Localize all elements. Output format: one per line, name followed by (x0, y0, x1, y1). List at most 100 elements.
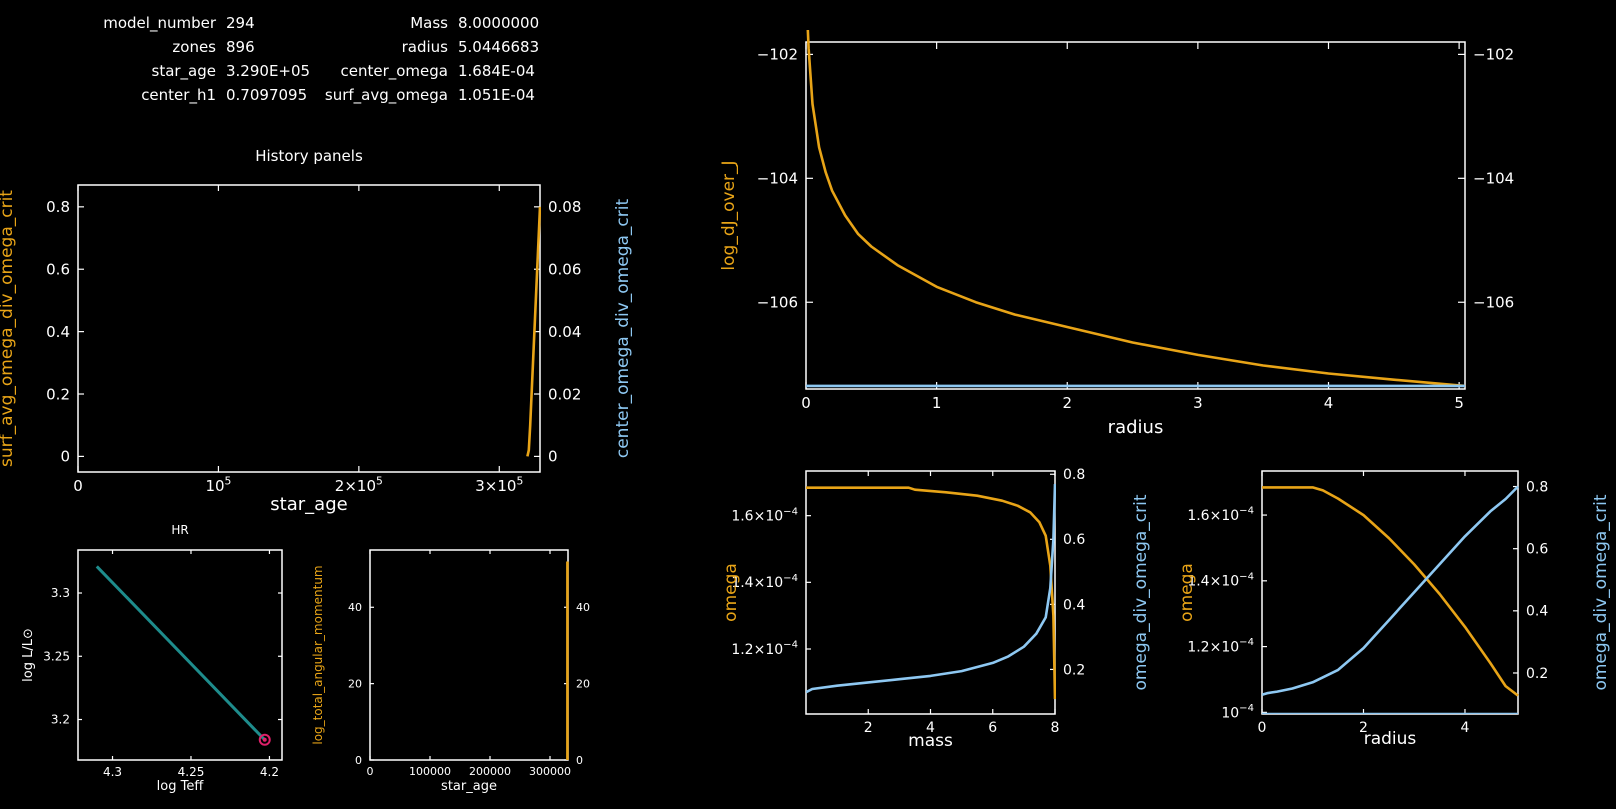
info-label-model-number: model_number (103, 14, 216, 32)
y-axis-label: log_dJ_over_J (719, 160, 739, 270)
y-axis-label: omega (721, 563, 741, 622)
info-label-star-age: star_age (151, 62, 217, 80)
x-tick-label: 3×105 (475, 474, 523, 495)
y-tick-label: 3.25 (43, 649, 70, 663)
plot-frame (369, 549, 569, 761)
x-tick-label: 8 (1051, 720, 1060, 736)
y-right-tick-label: 0.2 (1063, 662, 1085, 678)
y-axis-label: log_total_angular_momentum (311, 565, 325, 744)
x-tick-label: 0 (367, 765, 374, 778)
y-right-tick-label: 0 (576, 754, 583, 767)
series-line-orange (1262, 486, 1519, 697)
plot-frame (805, 41, 1466, 390)
x-axis-label: star_age (441, 779, 497, 794)
x-tick-label: 1 (932, 394, 942, 412)
info-value-model-number: 294 (226, 14, 255, 32)
x-tick-label: 3 (1193, 394, 1203, 412)
y-right-tick-label: 40 (576, 601, 590, 614)
x-tick-label: 4.25 (178, 765, 205, 779)
x-axis-label: mass (908, 731, 953, 751)
series-line-blue (806, 483, 1056, 694)
y-right-tick-label: 0.02 (548, 385, 581, 403)
x-tick-label: 6 (988, 720, 997, 736)
chart-omega_mass: 2 4 6 8 1.2×10−4 1.4×10−4 1.6×10−4 0.2 0.4 0.6 0.8… (721, 467, 1151, 751)
plot-frame (77, 184, 541, 473)
y-right-axis-label: center_omega_div_omega_crit (613, 199, 633, 459)
x-tick-label: 0 (73, 477, 83, 495)
info-label-center-omega: center_omega (340, 62, 449, 80)
y-tick-label: 1.4×10−4 (1187, 571, 1254, 589)
y-right-tick-label: 0.6 (1526, 542, 1548, 558)
info-value-center-omega: 1.684E-04 (458, 62, 535, 80)
series-line-teal (95, 565, 266, 741)
x-tick-label: 5 (1454, 394, 1464, 412)
y-right-tick-label: 0.4 (1526, 604, 1548, 620)
x-tick-label: 100000 (409, 765, 451, 778)
info-label-mass: Mass (410, 14, 448, 32)
plot-frame (805, 470, 1056, 715)
y-right-tick-label: 0.04 (548, 323, 581, 341)
y-right-tick-label: 0.8 (1063, 467, 1085, 483)
x-tick-label: 4.2 (260, 765, 279, 779)
y-tick-label: 40 (348, 601, 362, 614)
x-tick-label: 105 (205, 474, 231, 495)
current-model-marker (258, 733, 271, 746)
x-tick-label: 4 (1324, 394, 1334, 412)
x-axis-label: log Teff (157, 779, 205, 794)
y-right-tick-label: −106 (1473, 294, 1514, 312)
y-tick-label: 0 (60, 448, 70, 466)
y-tick-label: 10−4 (1221, 703, 1254, 721)
info-value-center-h1: 0.7097095 (226, 86, 308, 104)
x-tick-label: 4 (1461, 720, 1470, 736)
y-tick-label: 1.2×10−4 (731, 640, 798, 658)
x-tick-label: 4.3 (103, 765, 122, 779)
series-line-orange (806, 486, 1056, 700)
info-value-mass: 8.0000000 (458, 14, 540, 32)
chart-title: HR (171, 523, 188, 537)
series-line-orange (526, 206, 541, 457)
y-right-tick-label: 0.08 (548, 198, 581, 216)
y-tick-label: 3.3 (51, 586, 70, 600)
y-right-tick-label: 0.4 (1063, 597, 1085, 613)
y-tick-label: 0.8 (46, 198, 70, 216)
y-right-tick-label: 0.6 (1063, 532, 1085, 548)
x-tick-label: 2 (864, 720, 873, 736)
y-tick-label: −102 (757, 46, 798, 64)
y-tick-label: 1.2×10−4 (1187, 637, 1254, 655)
x-axis-label: star_age (270, 494, 347, 515)
y-tick-label: 1.6×10−4 (731, 506, 798, 524)
current-model-dot (262, 737, 267, 742)
y-tick-label: 1.4×10−4 (731, 573, 798, 591)
x-tick-label: 0 (1258, 720, 1267, 736)
chart-hr: HR 4.3 4.25 4.2 3.2 3.25 3.3 log Teff log L/L⊙ (21, 523, 283, 794)
plot-frame (77, 549, 283, 761)
chart-history: History panels 0 105 2×105 3×105 0 0.2 0.4 0.6 0.… (0, 147, 633, 515)
y-axis-label: log L/L⊙ (21, 628, 36, 682)
info-label-zones: zones (172, 38, 216, 56)
y-right-tick-label: 0.8 (1526, 479, 1548, 495)
y-axis-label: omega (1177, 563, 1197, 622)
x-tick-label: 4 (926, 720, 935, 736)
chart-djoverj: 0 1 2 3 4 5 −102 −104 −106 −102 −104 −106 radius log_… (719, 30, 1514, 438)
series-line-blue (1262, 485, 1519, 696)
y-tick-label: 0 (355, 754, 362, 767)
x-tick-label: 2×105 (335, 474, 383, 495)
info-label-center-h1: center_h1 (141, 86, 216, 104)
x-tick-label: 200000 (469, 765, 511, 778)
y-tick-label: 0.4 (46, 323, 70, 341)
y-right-tick-label: −104 (1473, 170, 1514, 188)
y-tick-label: −106 (757, 294, 798, 312)
info-value-surf-avg-omega: 1.051E-04 (458, 86, 535, 104)
info-panel: model_number 294 zones 896 star_age 3.29… (0, 0, 600, 120)
y-right-tick-label: −102 (1473, 46, 1514, 64)
y-tick-label: 20 (348, 677, 362, 690)
plot-frame (1261, 470, 1519, 715)
series-line-orange (806, 30, 1466, 388)
y-right-tick-label: 0.2 (1526, 666, 1548, 682)
info-value-star-age: 3.290E+05 (226, 62, 311, 80)
y-right-tick-label: 0 (548, 448, 558, 466)
info-label-surf-avg-omega: surf_avg_omega (324, 86, 448, 104)
chart-angmom: 0 100000 200000 300000 0 20 40 0 20 40 star_age log… (311, 549, 590, 794)
x-tick-label: 300000 (529, 765, 571, 778)
